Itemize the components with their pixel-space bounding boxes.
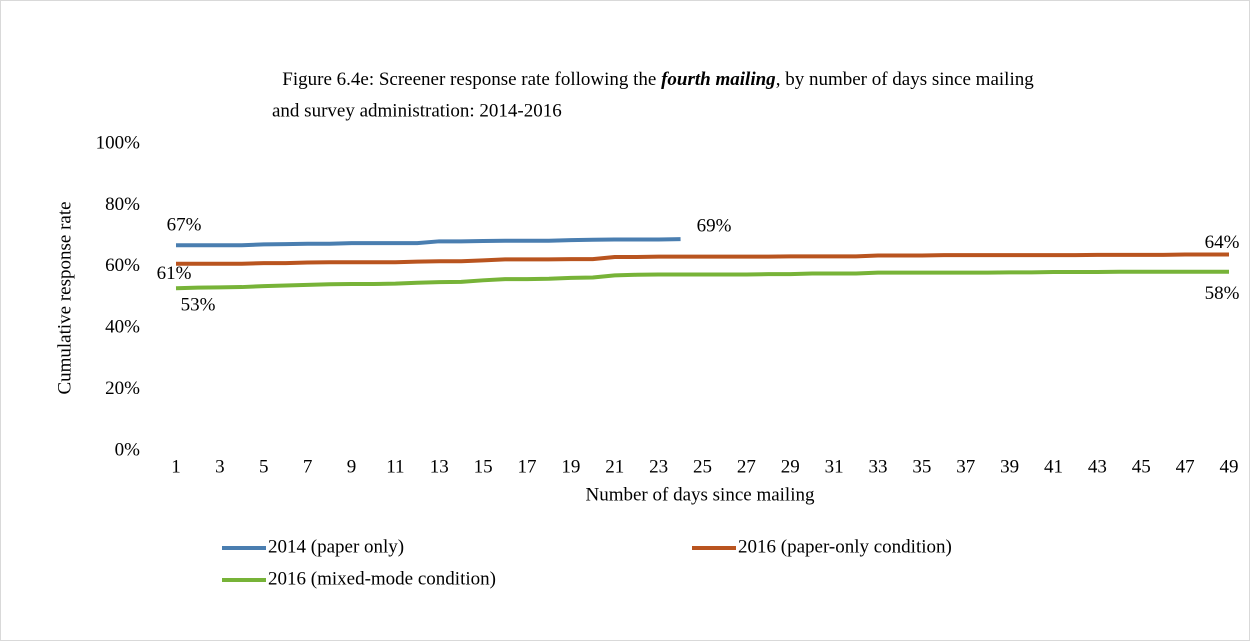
x-tick-label: 37: [956, 456, 975, 477]
x-tick-label: 43: [1088, 456, 1107, 477]
x-tick-label: 15: [474, 456, 493, 477]
x-tick-label: 27: [737, 456, 756, 477]
legend-label: 2016 (mixed-mode condition): [268, 568, 496, 589]
x-tick-label: 9: [347, 456, 357, 477]
y-tick-label: 100%: [96, 132, 141, 153]
x-tick-label: 7: [303, 456, 313, 477]
x-tick-label: 33: [869, 456, 888, 477]
chart-title: Figure 6.4e: Screener response rate foll…: [282, 69, 1034, 90]
x-tick-label: 47: [1176, 456, 1195, 477]
x-tick-label: 49: [1220, 456, 1239, 477]
x-tick-label: 29: [781, 456, 800, 477]
x-axis-label: Number of days since mailing: [585, 484, 815, 505]
x-tick-label: 13: [430, 456, 449, 477]
x-tick-label: 35: [912, 456, 931, 477]
x-tick-label: 31: [825, 456, 844, 477]
y-tick-label: 80%: [105, 194, 140, 215]
series-line: [176, 237, 681, 248]
title-part: Figure 6.4e: Screener response rate foll…: [282, 69, 661, 90]
y-tick-label: 60%: [105, 255, 140, 276]
title-emphasis: fourth mailing: [661, 69, 776, 90]
y-tick-label: 0%: [115, 439, 141, 460]
x-tick-label: 25: [693, 456, 712, 477]
data-label: 58%: [1205, 283, 1240, 304]
series-line: [175, 269, 1229, 291]
data-label: 53%: [181, 295, 216, 316]
series-line: [176, 252, 1229, 266]
legend-label: 2014 (paper only): [268, 536, 404, 557]
y-tick-label: 20%: [105, 378, 140, 399]
chart-title-line2: and survey administration: 2014-2016: [272, 100, 562, 121]
legend-label: 2016 (paper-only condition): [738, 536, 952, 557]
x-tick-label: 17: [518, 456, 537, 477]
x-tick-label: 21: [605, 456, 624, 477]
y-axis-label: Cumulative response rate: [54, 201, 75, 394]
x-tick-label: 5: [259, 456, 269, 477]
data-label: 64%: [1205, 232, 1240, 253]
x-tick-label: 3: [215, 456, 225, 477]
x-tick-label: 1: [171, 456, 181, 477]
y-tick-label: 40%: [105, 317, 140, 338]
x-tick-label: 19: [561, 456, 580, 477]
x-tick-label: 23: [649, 456, 668, 477]
data-label: 67%: [167, 215, 202, 236]
x-tick-label: 11: [386, 456, 404, 477]
x-tick-label: 41: [1044, 456, 1063, 477]
data-label: 69%: [697, 216, 732, 237]
title-part: , by number of days since mailing: [776, 69, 1035, 90]
x-tick-label: 39: [1000, 456, 1019, 477]
x-tick-label: 45: [1132, 456, 1151, 477]
data-label: 61%: [157, 263, 192, 284]
